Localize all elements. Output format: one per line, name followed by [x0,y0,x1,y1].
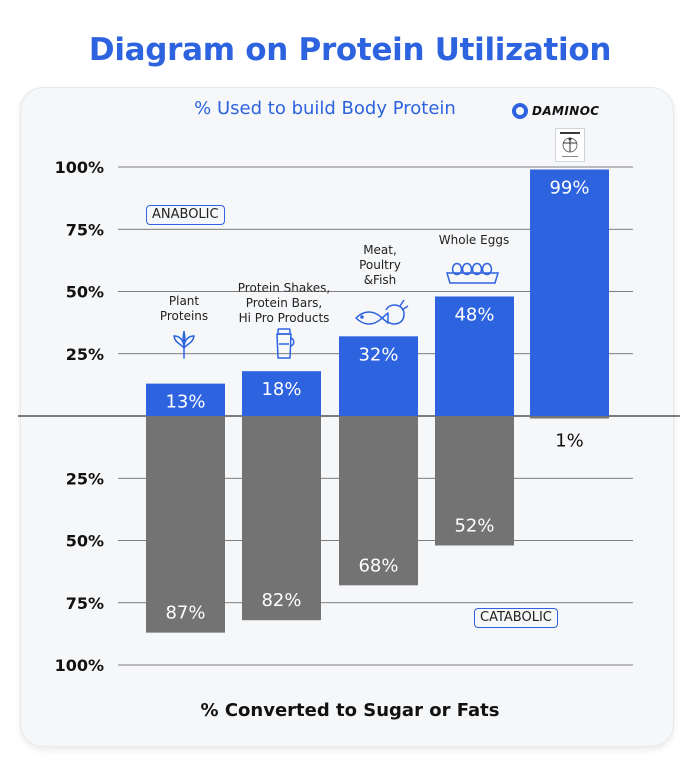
y-tick-label: 50% [66,283,104,302]
anabolic-tag: ANABOLIC [146,205,225,225]
category-label-line: Hi Pro Products [238,311,330,325]
negative-value-label: 82% [261,590,301,611]
negative-bar [339,416,418,586]
brand-logo: DAMINOC [512,103,600,119]
positive-value-label: 32% [358,344,398,365]
positive-axis-label: % Used to build Body Protein [194,98,456,119]
negative-value-label: 1% [555,430,584,451]
y-tick-label: 50% [66,532,104,551]
negative-value-label: 68% [358,555,398,576]
category-label-line: Protein Bars, [245,296,323,310]
catabolic-tag: CATABOLIC [474,608,558,628]
negative-bar [435,416,514,546]
positive-value-label: 18% [261,379,301,400]
category-label-line: Proteins [159,309,209,323]
positive-bar [242,371,321,416]
y-tick-label: 25% [66,469,104,488]
shaker-bottle-icon [276,328,295,359]
category-label-line: Plant [168,294,200,308]
brand-thumbnail-icon [555,128,585,162]
positive-value-label: 48% [454,304,494,325]
category-label-plant: Plant Proteins [144,294,224,324]
category-label-eggs: Whole Eggs [432,233,516,248]
category-label-line: Poultry [359,258,401,272]
y-axis-ticks: 100% 75% 50% 25% 25% 50% 75% 100% [55,158,104,675]
category-label-line: Meat, [363,243,397,257]
y-tick-label: 75% [66,220,104,239]
positive-bar [146,383,225,416]
negative-bar [242,416,321,621]
fish-and-poultry-icon [355,299,409,325]
negative-value-label: 52% [454,515,494,536]
egg-carton-icon [445,262,500,284]
positive-bar [435,296,514,416]
positive-bar [530,169,609,416]
category-label-line: Whole Eggs [438,233,510,247]
category-icons [173,262,500,359]
brand-circle-icon [512,103,528,119]
negative-axis-label: % Converted to Sugar or Fats [200,700,500,721]
category-label-line: &Fish [363,273,397,287]
chart-title: Diagram on Protein Utilization [88,32,612,68]
negative-bar [146,416,225,633]
y-tick-label: 25% [66,345,104,364]
brand-name: DAMINOC [532,104,600,118]
plant-sprout-icon [173,330,195,359]
bars [146,169,609,633]
negative-value-label: 87% [165,603,205,624]
value-labels: 13% 18% 32% 48% 99% 87% 82% 68% 52% 1% [165,177,589,623]
positive-value-label: 13% [165,392,205,413]
positive-bar [339,336,418,416]
y-tick-label: 100% [55,656,104,675]
y-tick-label: 100% [55,158,104,177]
positive-value-label: 99% [549,177,589,198]
negative-bar [530,416,609,419]
category-label-meat: Meat, Poultry &Fish [340,243,420,288]
y-tick-label: 75% [66,594,104,613]
